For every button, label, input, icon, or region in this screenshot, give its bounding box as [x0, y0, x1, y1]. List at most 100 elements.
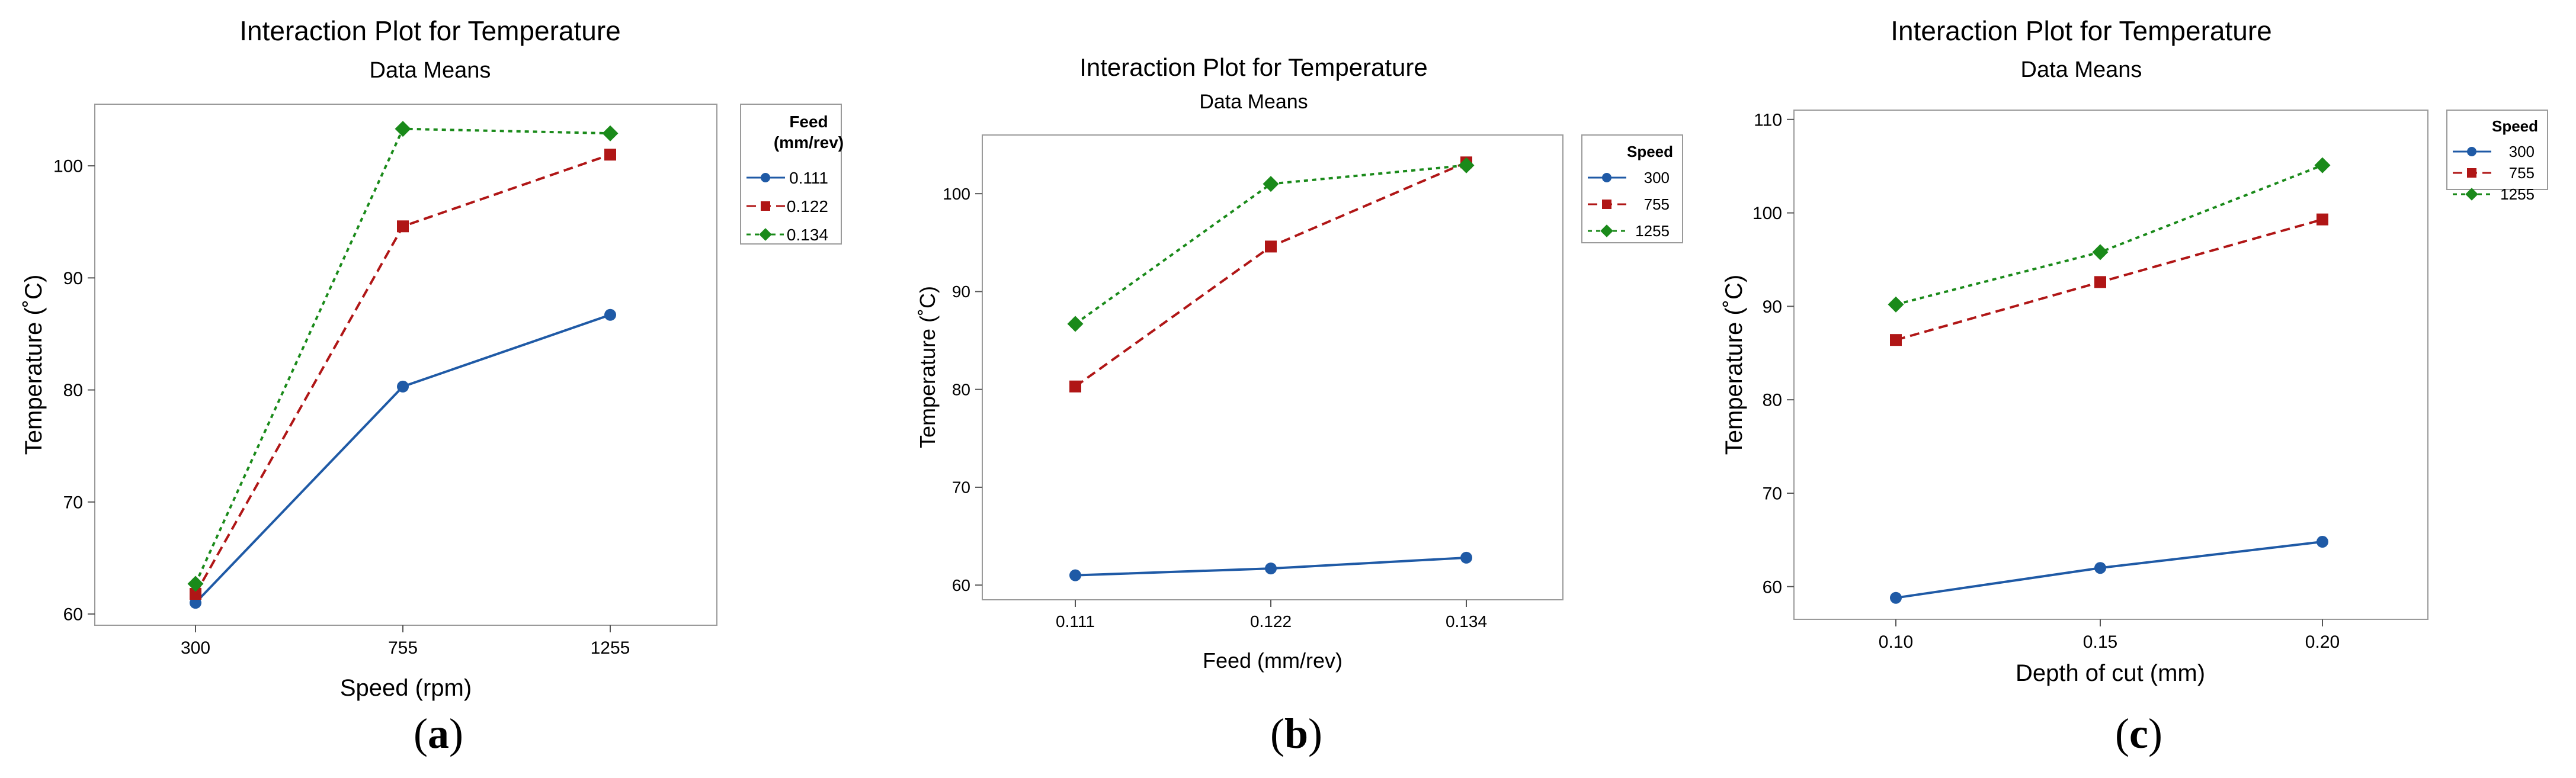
data-point-0.111 — [190, 597, 201, 609]
data-point-1255 — [1067, 316, 1084, 332]
x-tick-label: 0.15 — [2083, 632, 2117, 652]
plot-area — [982, 134, 1563, 600]
legend-label: 300 — [2509, 143, 2535, 160]
x-axis-label: Feed (mm/rev) — [1203, 648, 1343, 673]
y-tick-label: 100 — [53, 157, 83, 176]
y-tick-label: 60 — [63, 605, 83, 625]
legend-marker — [761, 173, 770, 182]
plot-area — [1793, 110, 2428, 620]
data-point-0.134 — [187, 576, 204, 592]
data-point-1255 — [2092, 244, 2109, 261]
data-point-1255 — [2314, 157, 2331, 173]
legend-box — [740, 104, 842, 245]
legend-label: 0.122 — [787, 197, 828, 216]
caption-b-letter: b — [1284, 710, 1309, 757]
legend-label: 0.111 — [789, 169, 828, 187]
x-tick-label: 0.111 — [1056, 612, 1095, 631]
x-tick-label: 300 — [181, 638, 210, 658]
chart-2: Interaction Plot for Temperature Data Mea… — [915, 53, 1683, 673]
legend-label: 755 — [2509, 164, 2535, 182]
x-tick-label: 0.134 — [1446, 612, 1487, 631]
legend-marker — [2467, 147, 2476, 156]
legend-box — [1581, 134, 1683, 243]
x-tick-label: 0.10 — [1879, 632, 1913, 652]
x-axis-label: Speed (rpm) — [340, 675, 472, 701]
y-tick-label: 60 — [952, 576, 970, 594]
chart-subtitle: Data Means — [370, 58, 491, 83]
legend-title: (mm/rev) — [774, 133, 844, 152]
chart-title: Interaction Plot for Temperature — [1079, 53, 1428, 81]
y-tick-label: 80 — [63, 381, 83, 400]
x-axis-label: Depth of cut (mm) — [2016, 660, 2205, 686]
data-point-1255 — [1263, 176, 1279, 192]
legend-box — [2446, 110, 2548, 190]
legend-label: 1255 — [2500, 185, 2535, 203]
x-tick-label: 755 — [388, 638, 418, 658]
data-point-755 — [1890, 334, 1902, 346]
data-point-300 — [2317, 536, 2328, 548]
caption-a-letter: a — [428, 710, 449, 757]
data-point-300 — [1460, 551, 1472, 564]
chart-title: Interaction Plot for Temperature — [239, 15, 620, 46]
legend-label: 1255 — [1635, 222, 1670, 240]
y-tick-label: 110 — [1754, 110, 1782, 130]
data-point-300 — [2094, 562, 2106, 574]
legend-label: 0.134 — [787, 226, 828, 244]
y-tick-label: 100 — [943, 185, 970, 203]
data-point-1255 — [1888, 296, 1904, 313]
data-point-0.122 — [190, 588, 201, 600]
data-point-755 — [2094, 276, 2106, 288]
data-point-0.122 — [604, 149, 616, 161]
legend-marker — [1600, 224, 1613, 237]
data-point-300 — [1890, 591, 1902, 604]
y-tick-label: 70 — [952, 478, 970, 497]
legend-label: 755 — [1644, 195, 1670, 213]
legend-marker — [2467, 168, 2476, 178]
y-tick-label: 70 — [63, 493, 83, 512]
data-point-300 — [1265, 562, 1277, 575]
data-point-0.134 — [395, 121, 411, 137]
y-tick-label: 70 — [1763, 484, 1782, 503]
legend-marker — [2465, 188, 2478, 201]
x-tick-label: 1255 — [591, 638, 630, 658]
y-tick-label: 60 — [1763, 577, 1782, 597]
legend-title: Speed — [1627, 143, 1673, 160]
y-axis-label: Temperature (˚C) — [21, 275, 47, 455]
data-point-755 — [1265, 240, 1277, 253]
x-tick-label: 0.20 — [2305, 632, 2340, 652]
data-point-755 — [1069, 380, 1081, 393]
y-tick-label: 90 — [952, 282, 970, 301]
y-tick-label: 90 — [63, 269, 83, 288]
legend-marker — [761, 201, 770, 211]
data-point-1255 — [1458, 157, 1475, 173]
y-tick-label: 100 — [1752, 204, 1782, 223]
data-point-0.111 — [397, 380, 409, 393]
data-point-0.122 — [397, 220, 409, 233]
y-tick-label: 80 — [952, 380, 970, 398]
legend-label: 300 — [1644, 169, 1670, 187]
chart-3: Interaction Plot for Temperature Data Mea… — [1721, 15, 2548, 686]
y-axis-label: Temperature (˚C) — [1721, 275, 1747, 455]
legend-title: Feed — [789, 112, 828, 131]
legend-marker — [1602, 173, 1611, 182]
data-point-0.134 — [602, 125, 619, 142]
caption-c: (c) — [2115, 710, 2162, 757]
data-point-0.111 — [604, 308, 616, 321]
caption-b: (b) — [1270, 710, 1322, 757]
legend-marker — [759, 228, 772, 241]
plot-area — [94, 104, 717, 626]
chart-1: Interaction Plot for Temperature Data Mea… — [21, 15, 844, 701]
x-tick-label: 0.122 — [1250, 612, 1292, 631]
caption-a: (a) — [414, 710, 463, 757]
data-point-300 — [1069, 569, 1081, 581]
caption-c-letter: c — [2129, 710, 2148, 757]
chart-subtitle: Data Means — [1199, 91, 1308, 113]
chart-title: Interaction Plot for Temperature — [1891, 15, 2271, 46]
y-axis-label: Temperature (˚C) — [915, 286, 940, 448]
y-tick-label: 90 — [1763, 297, 1782, 317]
y-tick-label: 80 — [1763, 391, 1782, 410]
chart-subtitle: Data Means — [2021, 57, 2142, 82]
data-point-755 — [2317, 213, 2328, 226]
